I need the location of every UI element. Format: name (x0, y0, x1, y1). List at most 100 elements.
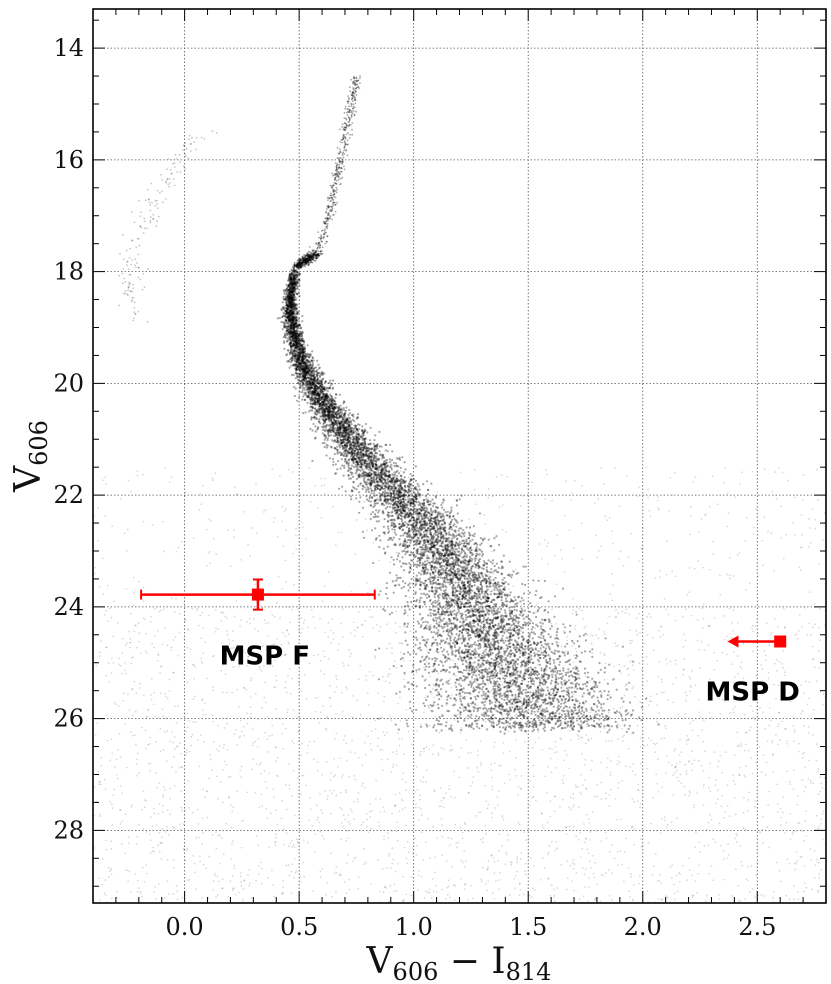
star-point (577, 715, 580, 718)
star-point (519, 700, 523, 703)
star-point (297, 355, 300, 358)
star-point (452, 533, 455, 536)
star-point (520, 643, 523, 646)
star-point (396, 506, 399, 509)
star-point (445, 721, 448, 724)
star-point (374, 538, 377, 541)
star-point (359, 496, 362, 499)
star-point (444, 724, 447, 728)
star-point (320, 396, 323, 399)
star-point (543, 708, 546, 712)
star-point (357, 413, 360, 416)
star-point (571, 727, 574, 730)
star-point (424, 593, 427, 596)
star-point (401, 504, 404, 507)
star-point (423, 679, 426, 682)
star-point (398, 472, 401, 475)
star-point (410, 559, 413, 562)
star-point (409, 707, 412, 710)
star-point (545, 651, 548, 655)
star-point (428, 547, 431, 550)
star-point (520, 707, 523, 710)
star-point (417, 494, 420, 497)
star-point (493, 691, 496, 694)
star-point (550, 650, 553, 653)
star-point (459, 630, 462, 633)
star-point (313, 401, 316, 404)
star-point (524, 583, 527, 587)
star-point (358, 511, 361, 514)
star-point (401, 580, 405, 583)
star-point (440, 695, 443, 698)
star-point (459, 700, 462, 703)
star-point (290, 278, 293, 281)
star-point (434, 522, 437, 525)
star-point (608, 729, 611, 732)
star-point (426, 695, 429, 698)
star-point (323, 398, 327, 401)
star-point (457, 567, 460, 570)
star-point (451, 729, 454, 732)
star-point (640, 719, 643, 722)
star-point (504, 628, 507, 631)
star-point (464, 567, 467, 570)
star-point (515, 609, 519, 612)
star-point (298, 375, 301, 378)
star-point (291, 298, 294, 301)
star-point (584, 682, 587, 685)
star-point (294, 387, 297, 390)
star-point (347, 448, 351, 451)
star-point (337, 460, 340, 463)
star-point (338, 393, 341, 396)
star-point (298, 284, 301, 287)
star-point (447, 682, 450, 685)
star-point (340, 458, 343, 461)
star-point (572, 642, 576, 645)
star-point (410, 600, 413, 604)
star-point (509, 591, 512, 594)
star-point (311, 363, 314, 366)
star-point (489, 560, 492, 563)
star-point (509, 718, 512, 721)
star-point (303, 371, 306, 375)
star-point (564, 626, 567, 629)
star-point (291, 345, 294, 348)
star-point (403, 510, 406, 513)
star-point (409, 553, 412, 557)
star-point (502, 641, 505, 644)
star-point (625, 713, 628, 716)
star-point (432, 505, 435, 508)
star-point (483, 711, 486, 714)
star-point (306, 344, 309, 347)
star-point (319, 415, 322, 418)
star-point (422, 592, 425, 595)
star-point (326, 396, 329, 399)
star-point (515, 604, 518, 607)
star-point (438, 715, 441, 719)
star-point (402, 506, 406, 509)
star-point (470, 627, 473, 630)
star-point (490, 568, 493, 571)
star-point (546, 686, 549, 689)
star-point (311, 459, 314, 463)
star-point (429, 690, 432, 694)
star-point (432, 510, 435, 513)
star-point (581, 695, 584, 698)
star-point (558, 712, 561, 715)
star-point (377, 515, 380, 518)
star-point (472, 629, 475, 632)
star-point (317, 420, 320, 424)
star-point (316, 410, 319, 413)
star-point (501, 582, 504, 585)
star-point (345, 452, 348, 456)
star-point (426, 559, 429, 562)
star-point (586, 676, 590, 679)
star-point (423, 582, 426, 585)
star-point (337, 412, 341, 415)
star-point (451, 586, 454, 589)
star-point (471, 612, 475, 615)
star-point (461, 621, 464, 624)
star-point (411, 559, 414, 562)
star-point (384, 459, 387, 462)
star-point (348, 477, 351, 480)
